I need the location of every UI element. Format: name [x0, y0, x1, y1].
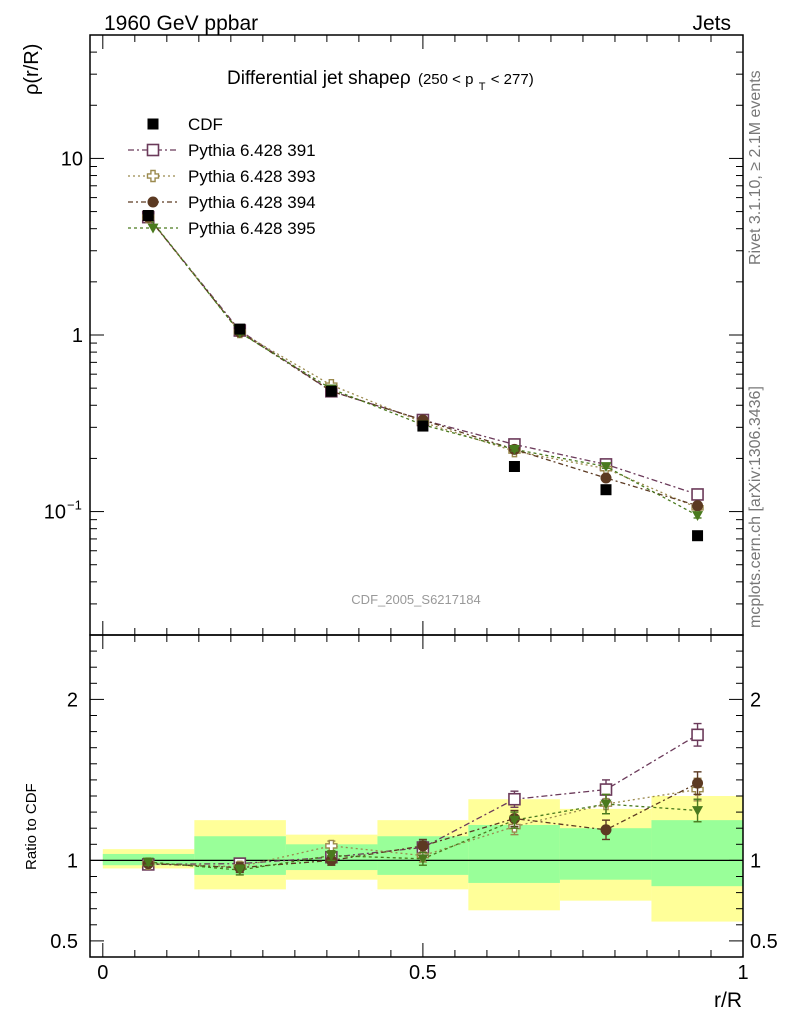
legend-label: CDF: [188, 115, 223, 134]
header-right: Jets: [692, 12, 731, 35]
data-point: [692, 500, 704, 512]
data-point: [599, 783, 613, 796]
ratio-y-tick-label-left: 0.5: [50, 931, 78, 953]
ratio-y-tick-label-left: 1: [67, 850, 78, 872]
data-point: [234, 865, 246, 876]
legend-marker: [146, 143, 160, 157]
main-y-tick-label: 10: [44, 502, 66, 524]
legend-entry: Pythia 6.428 391: [128, 141, 316, 160]
data-point: [234, 323, 246, 335]
series-line: [147, 216, 698, 507]
data-point: [600, 799, 612, 810]
series-pythia-6-428-394: [142, 211, 704, 512]
legend-label: Pythia 6.428 394: [188, 193, 316, 212]
data-point: [417, 854, 429, 865]
ratio-y-tick-label-right: 0.5: [750, 931, 778, 953]
ratio-y-axis-label: Ratio to CDF: [23, 783, 40, 870]
legend-entry: Pythia 6.428 395: [128, 219, 316, 238]
header-left: 1960 GeV ppbar: [104, 12, 258, 35]
watermark: CDF_2005_S6217184: [351, 592, 480, 607]
series-line: [147, 215, 698, 517]
main-y-tick-label: 1: [72, 325, 83, 347]
ratio-uncertainty-bands: [102, 796, 743, 922]
x-axis-label: r/R: [714, 989, 742, 1012]
series-pythia-6-428-391: [141, 210, 704, 501]
main-title-text: Differential jet shapeρ: [227, 68, 411, 89]
data-point: [600, 824, 612, 836]
ratio-axis-ticks: 0.5 0.51 12 20 0.5 1: [50, 634, 778, 984]
data-point: [508, 444, 520, 455]
data-point: [417, 420, 429, 432]
data-point: [692, 777, 704, 789]
main-series-layer: [141, 210, 704, 542]
ratio-series-layer: [141, 722, 704, 876]
main-y-tick-exponent: −1: [67, 498, 82, 513]
legend-marker: [147, 118, 159, 130]
legend: CDF Pythia 6.428 391 Pythia 6.428 393 Pythi…: [128, 115, 316, 238]
x-tick-label: 0: [97, 962, 108, 984]
legend-label: Pythia 6.428 395: [188, 219, 316, 238]
main-title-sub-index: T: [479, 81, 486, 93]
mcplots-note: mcplots.cern.ch [arXiv:1306.3436]: [747, 386, 764, 628]
legend-marker: [146, 169, 160, 183]
legend-marker: [147, 223, 159, 234]
main-y-axis-label: ρ(r/R): [21, 44, 43, 95]
series-line: [147, 216, 698, 496]
data-point: [417, 840, 429, 852]
ratio-y-tick-label-left: 2: [67, 689, 78, 711]
data-point: [325, 851, 337, 862]
data-point: [142, 857, 154, 868]
data-point: [692, 806, 704, 816]
x-tick-label: 1: [737, 962, 748, 984]
ratio-band-green: [651, 820, 743, 887]
main-title: Differential jet shapeρ (250 < p T < 277…: [227, 68, 534, 95]
data-point: [691, 488, 704, 501]
data-point: [692, 511, 704, 522]
legend-marker: [147, 196, 159, 208]
series-pythia-6-428-395: [142, 793, 704, 876]
data-point: [508, 792, 521, 806]
data-point: [508, 815, 520, 826]
data-point: [142, 210, 154, 222]
data-point: [692, 530, 704, 542]
data-point: [600, 472, 612, 484]
legend-entry: Pythia 6.428 393: [128, 167, 316, 186]
main-title-sub-end: < 277): [491, 71, 534, 88]
legend-entry: Pythia 6.428 394: [128, 193, 316, 212]
ratio-plot-frame: [89, 634, 744, 958]
data-point: [600, 484, 612, 496]
data-point: [325, 385, 337, 397]
data-point: [600, 462, 612, 473]
legend-label: Pythia 6.428 393: [188, 167, 316, 186]
ratio-y-tick-label-right: 1: [750, 850, 761, 872]
data-point: [508, 461, 520, 473]
legend-label: Pythia 6.428 391: [188, 141, 316, 160]
data-point: [691, 728, 704, 742]
series-cdf: [142, 210, 704, 542]
rivet-note: Rivet 3.1.10, ≥ 2.1M events: [747, 70, 764, 265]
x-tick-label: 0.5: [409, 962, 437, 984]
ratio-y-tick-label-right: 2: [750, 689, 761, 711]
legend-entry: CDF: [147, 115, 223, 134]
ratio-plot-panel: 0.5 0.51 12 20 0.5 1 Ratio to CDF r/R: [23, 634, 778, 1012]
main-title-sub: (250 < p: [418, 71, 473, 88]
series-pythia-6-428-393: [142, 210, 704, 515]
main-y-tick-label: 10: [61, 148, 83, 170]
series-line: [147, 216, 698, 509]
